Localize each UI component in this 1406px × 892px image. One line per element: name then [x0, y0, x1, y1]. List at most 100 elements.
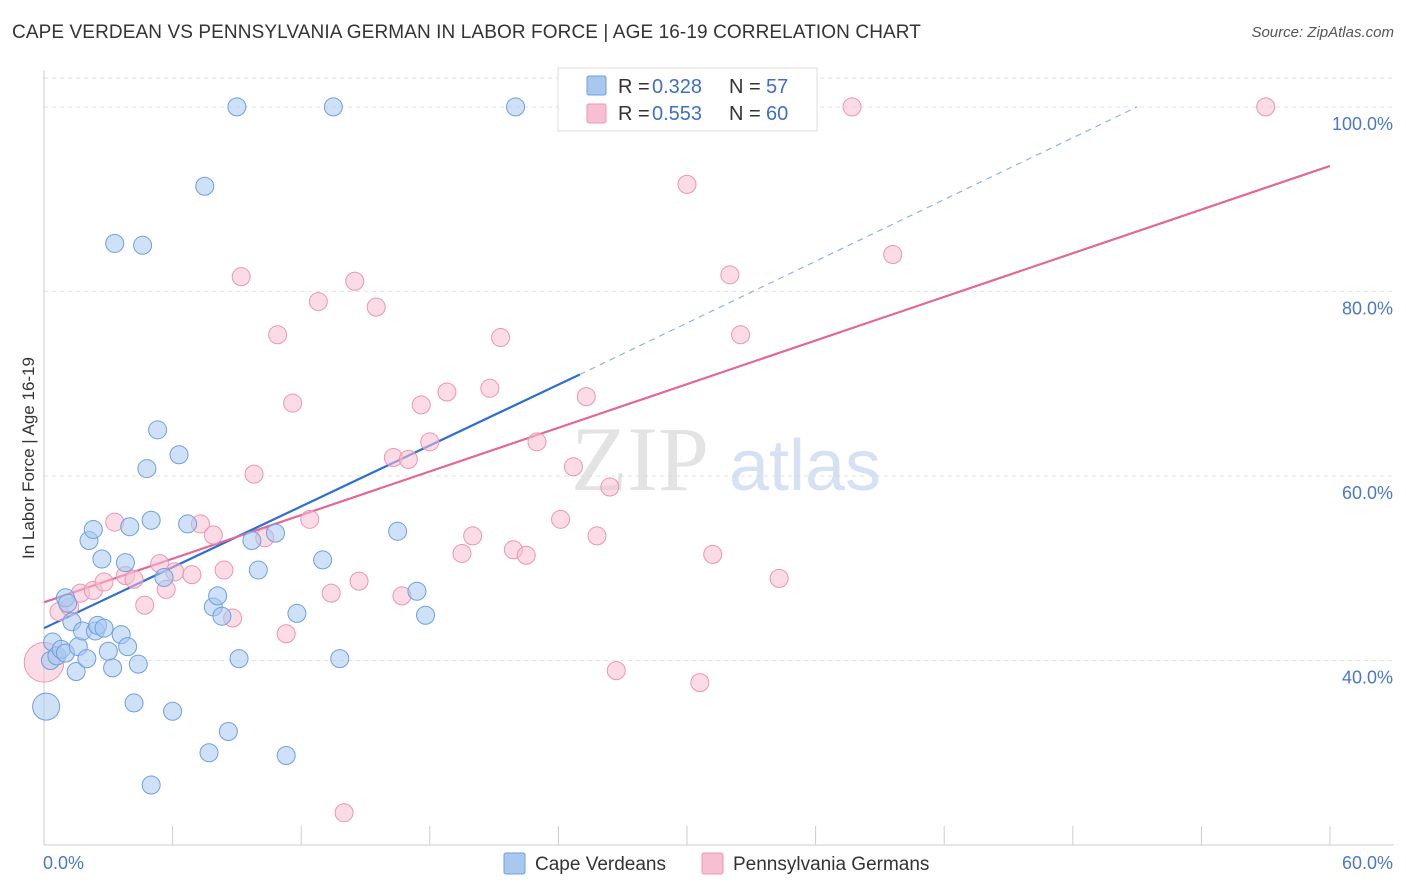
point-pennsylvania-german: [1256, 97, 1276, 117]
point-pennsylvania-german: [182, 565, 202, 585]
point-cape-verdean: [323, 97, 343, 117]
legend-n-label-penn: N =: [729, 103, 761, 125]
point-pennsylvania-german: [703, 544, 723, 564]
point-pennsylvania-german: [690, 673, 710, 693]
point-pennsylvania-german: [731, 325, 751, 345]
point-cape-verdean: [141, 775, 161, 795]
point-cape-verdean: [154, 567, 174, 587]
point-pennsylvania-german: [349, 571, 369, 591]
trend-line-pennsylvania-germans: [43, 164, 1331, 604]
point-cape-verdean: [92, 549, 112, 569]
point-cape-verdean: [133, 235, 153, 255]
point-cape-verdean: [77, 649, 97, 669]
axes: [43, 70, 1394, 846]
point-cape-verdean: [124, 693, 144, 713]
trend-line-cape-verdeans: [43, 373, 581, 630]
point-pennsylvania-german: [452, 543, 472, 563]
point-pennsylvania-german: [576, 387, 596, 407]
point-cape-verdean: [58, 593, 78, 613]
point-cape-verdean: [416, 605, 436, 625]
point-cape-verdean: [169, 445, 189, 465]
point-cape-verdean: [388, 521, 408, 541]
top-legend: R = 0.328 N = 57 R = 0.553 N = 60: [557, 67, 818, 132]
point-pennsylvania-german: [398, 449, 418, 469]
point-cape-verdean: [83, 519, 103, 539]
point-cape-verdean: [128, 654, 148, 674]
point-pennsylvania-german: [244, 464, 264, 484]
point-cape-verdean: [148, 420, 168, 440]
point-pennsylvania-german: [135, 595, 155, 615]
legend-r-value-cape: 0.328: [652, 76, 702, 98]
point-pennsylvania-german: [769, 568, 789, 588]
point-pennsylvania-german: [587, 526, 607, 546]
legend-r-label-penn: R =: [618, 103, 650, 125]
point-pennsylvania-german: [411, 395, 431, 415]
point-pennsylvania-german: [203, 525, 223, 545]
chart-title: CAPE VERDEAN VS PENNSYLVANIA GERMAN IN L…: [12, 22, 921, 43]
legend-r-label-cape: R =: [618, 76, 650, 98]
legend-n-value-penn: 60: [766, 103, 788, 125]
legend-swatch-cape: [586, 75, 607, 96]
point-cape-verdean: [229, 649, 249, 669]
point-pennsylvania-german: [606, 661, 626, 681]
point-pennsylvania-german: [321, 583, 341, 603]
point-cape-verdean: [103, 658, 123, 678]
point-cape-verdean: [242, 531, 262, 551]
data-points: [23, 97, 1276, 823]
watermark-zip: ZIP: [571, 408, 709, 510]
legend-r-value-penn: 0.553: [652, 103, 702, 125]
point-pennsylvania-german: [600, 477, 620, 497]
point-pennsylvania-german: [463, 526, 483, 546]
legend-swatch-penn: [586, 103, 607, 124]
point-cape-verdean: [137, 459, 157, 479]
point-pennsylvania-german: [480, 378, 500, 398]
y-tick-label: 40.0%: [1342, 667, 1393, 687]
point-cape-verdean: [199, 743, 219, 763]
point-pennsylvania-german: [563, 457, 583, 477]
x-tick-label-max: 60.0%: [1342, 853, 1393, 873]
bottom-legend-label-penn: Pennsylvania Germans: [733, 854, 929, 875]
point-pennsylvania-german: [345, 271, 365, 291]
point-pennsylvania-german: [124, 569, 144, 589]
point-pennsylvania-german: [527, 432, 547, 452]
point-pennsylvania-german: [366, 297, 386, 317]
point-cape-verdean: [66, 662, 86, 682]
y-tick-labels: 40.0% 60.0% 80.0% 100.0%: [1332, 114, 1393, 688]
point-pennsylvania-german: [94, 572, 114, 592]
point-cape-verdean: [276, 746, 296, 766]
point-cape-verdean: [98, 641, 118, 661]
point-pennsylvania-german: [276, 624, 296, 644]
point-pennsylvania-german: [300, 509, 320, 529]
point-pennsylvania-german: [283, 393, 303, 413]
point-cape-verdean: [118, 637, 138, 657]
source-credit: Source: ZipAtlas.com: [1251, 24, 1394, 41]
point-pennsylvania-german: [308, 292, 328, 312]
point-cape-verdean: [32, 692, 61, 721]
point-pennsylvania-german: [334, 803, 354, 823]
point-cape-verdean: [248, 560, 268, 580]
gridlines: [44, 77, 1394, 661]
point-pennsylvania-german: [437, 382, 457, 402]
point-pennsylvania-german: [883, 245, 903, 265]
bottom-legend-label-cape: Cape Verdeans: [535, 854, 666, 875]
point-cape-verdean: [94, 618, 114, 638]
point-cape-verdean: [115, 553, 135, 573]
point-pennsylvania-german: [551, 509, 571, 529]
point-cape-verdean: [105, 233, 125, 253]
point-pennsylvania-german: [720, 265, 740, 285]
y-tick-label: 100.0%: [1332, 114, 1393, 134]
point-pennsylvania-german: [491, 328, 511, 348]
point-cape-verdean: [163, 701, 183, 721]
point-pennsylvania-german: [677, 174, 697, 194]
point-pennsylvania-german: [420, 432, 440, 452]
point-cape-verdean: [265, 523, 285, 543]
y-tick-label: 60.0%: [1342, 483, 1393, 503]
point-cape-verdean: [313, 550, 333, 570]
legend-n-label-cape: N =: [729, 76, 761, 98]
point-cape-verdean: [227, 97, 247, 117]
point-cape-verdean: [330, 649, 350, 669]
bottom-legend-swatch-cape: [503, 852, 526, 875]
point-pennsylvania-german: [516, 545, 536, 565]
point-cape-verdean: [178, 514, 198, 534]
